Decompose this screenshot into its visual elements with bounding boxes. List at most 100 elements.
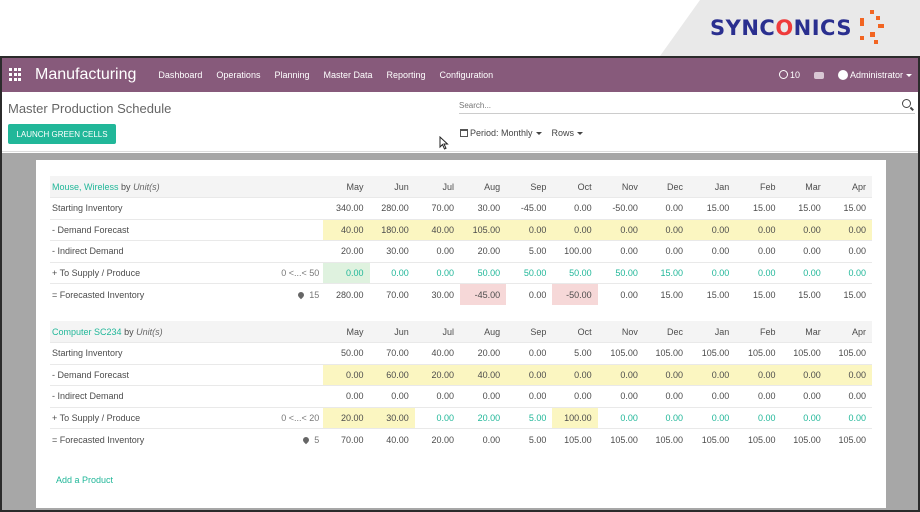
value-cell[interactable]: 0.00 [735, 363, 782, 386]
table-row: - Indirect Demand 0.00 0.00 0.00 0.00 0.00 0.0… [50, 385, 872, 407]
month-header: Aug [459, 321, 507, 343]
value-cell[interactable]: 50.00 [552, 261, 598, 284]
value-cell[interactable]: 40.00 [414, 218, 460, 241]
value-cell[interactable]: 20.00 [323, 406, 370, 429]
value-cell: 105.00 [597, 428, 644, 450]
value-cell[interactable]: 0.00 [643, 218, 690, 241]
value-cell: 50.00 [323, 342, 370, 364]
value-cell[interactable]: 0.00 [414, 406, 460, 429]
value-cell[interactable]: 40.00 [323, 218, 370, 241]
value-cell: 105.00 [689, 342, 736, 364]
menu-reporting[interactable]: Reporting [386, 70, 426, 80]
table-row: Starting Inventory 340.00 280.00 70.00 30.00… [50, 197, 872, 219]
chevron-down-icon [535, 132, 542, 135]
value-cell[interactable]: 15.00 [643, 261, 690, 284]
value-cell[interactable]: 50.00 [506, 261, 553, 284]
user-menu[interactable]: Administrator [837, 70, 912, 80]
value-cell[interactable]: 0.00 [826, 218, 872, 241]
value-cell[interactable]: 0.00 [643, 406, 690, 429]
value-cell: 70.00 [369, 283, 415, 305]
min-max-cell[interactable]: 0 <...< 20 [240, 406, 324, 429]
launch-green-cells-button[interactable]: LAUNCH GREEN CELLS [8, 124, 116, 144]
value-cell[interactable]: 0.00 [689, 261, 736, 284]
value-cell: 0.00 [781, 385, 827, 407]
value-cell: 15.00 [735, 197, 782, 219]
value-cell: 0.00 [506, 385, 553, 407]
search-input[interactable] [459, 98, 889, 112]
add-product-link[interactable]: Add a Product [56, 475, 114, 485]
chevron-down-icon [577, 132, 584, 135]
value-cell[interactable]: 0.00 [597, 363, 644, 386]
value-cell[interactable]: 0.00 [781, 363, 827, 386]
value-cell[interactable]: 0.00 [369, 261, 415, 284]
value-cell[interactable]: 0.00 [826, 363, 872, 386]
month-header: Oct [552, 176, 598, 198]
safety-stock-cell[interactable]: 5 [240, 428, 324, 450]
value-cell[interactable]: 40.00 [459, 363, 507, 386]
value-cell[interactable]: 0.00 [323, 363, 370, 386]
value-cell[interactable]: 100.00 [552, 406, 598, 429]
rows-filter-label: Rows [551, 128, 575, 138]
value-cell[interactable]: 5.00 [506, 406, 553, 429]
value-cell[interactable]: 50.00 [597, 261, 644, 284]
activity-button[interactable]: 10 [778, 70, 800, 80]
map-pin-icon [302, 435, 311, 444]
value-cell: 40.00 [369, 428, 415, 450]
value-cell[interactable]: 0.00 [506, 363, 553, 386]
value-cell[interactable]: 60.00 [369, 363, 415, 386]
min-max-cell[interactable]: 0 <...< 50 [240, 261, 324, 284]
value-cell[interactable]: 0.00 [735, 261, 782, 284]
search-icon[interactable] [902, 99, 911, 108]
value-cell[interactable]: 0.00 [552, 363, 598, 386]
value-cell: 5.00 [552, 342, 598, 364]
menu-operations[interactable]: Operations [216, 70, 261, 80]
value-cell[interactable]: 0.00 [735, 406, 782, 429]
value-cell[interactable]: 0.00 [597, 406, 644, 429]
value-cell[interactable]: 0.00 [781, 406, 827, 429]
value-cell: 105.00 [826, 342, 872, 364]
value-cell[interactable]: 0.00 [323, 261, 370, 284]
apps-menu-icon[interactable] [9, 68, 23, 82]
app-title[interactable]: Manufacturing [35, 66, 137, 83]
value-cell[interactable]: 0.00 [414, 261, 460, 284]
month-header: Feb [735, 321, 782, 343]
value-cell[interactable]: 20.00 [459, 406, 507, 429]
product-link[interactable]: Mouse, Wireless [52, 181, 119, 192]
value-cell[interactable]: 0.00 [781, 218, 827, 241]
app-window: Manufacturing Dashboard Operations Plann… [0, 56, 920, 512]
value-cell[interactable]: 0.00 [643, 363, 690, 386]
value-cell[interactable]: 20.00 [414, 363, 460, 386]
value-cell[interactable]: 50.00 [459, 261, 507, 284]
value-cell[interactable]: 0.00 [597, 218, 644, 241]
menu-dashboard[interactable]: Dashboard [158, 70, 203, 80]
month-header: Mar [781, 321, 827, 343]
by-label: by [124, 326, 134, 337]
period-filter-label: Period: Monthly [470, 128, 533, 138]
value-cell[interactable]: 0.00 [506, 218, 553, 241]
month-header: Jun [369, 321, 415, 343]
value-cell[interactable]: 0.00 [689, 406, 736, 429]
value-cell[interactable]: 105.00 [459, 218, 507, 241]
value-cell[interactable]: 0.00 [689, 363, 736, 386]
value-cell[interactable]: 0.00 [826, 261, 872, 284]
value-cell[interactable]: 0.00 [735, 218, 782, 241]
min-max-cell [240, 240, 324, 262]
value-cell[interactable]: 0.00 [689, 218, 736, 241]
menu-configuration[interactable]: Configuration [439, 70, 494, 80]
value-cell[interactable]: 0.00 [826, 406, 872, 429]
value-cell[interactable]: 0.00 [552, 218, 598, 241]
logo-text: SYNCONICS [709, 16, 852, 40]
value-cell[interactable]: 180.00 [369, 218, 415, 241]
menu-planning[interactable]: Planning [274, 70, 310, 80]
filter-bar: Period: Monthly Rows [460, 128, 584, 138]
avatar [837, 70, 848, 80]
value-cell[interactable]: 30.00 [369, 406, 415, 429]
value-cell: 20.00 [414, 428, 460, 450]
menu-master-data[interactable]: Master Data [323, 70, 373, 80]
value-cell[interactable]: 0.00 [781, 261, 827, 284]
period-filter[interactable]: Period: Monthly [460, 128, 542, 138]
rows-filter[interactable]: Rows [552, 128, 584, 138]
safety-stock-cell[interactable]: 15 [240, 283, 324, 305]
product-link[interactable]: Computer SC234 [52, 326, 122, 337]
chat-icon[interactable] [813, 71, 824, 79]
